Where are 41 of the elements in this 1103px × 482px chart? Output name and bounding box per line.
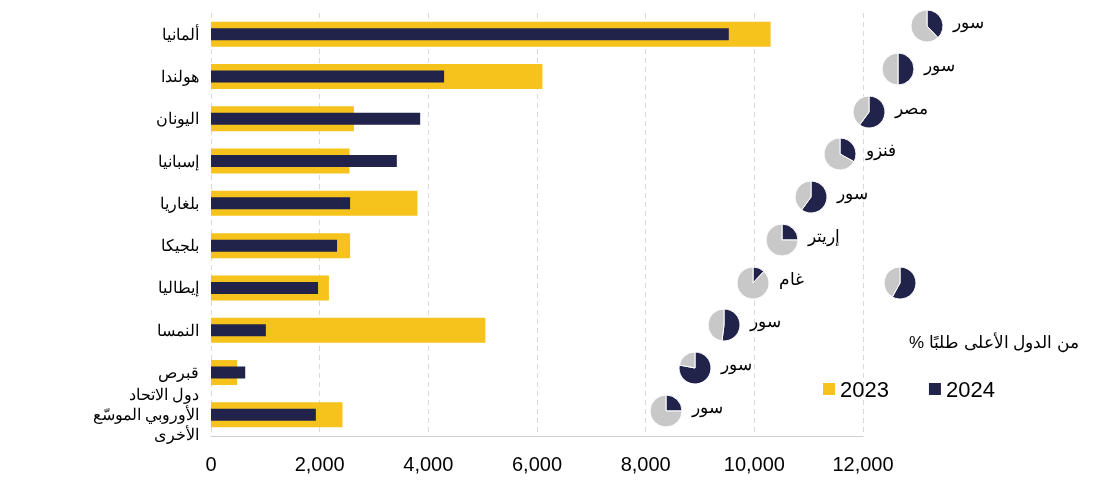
bar — [211, 28, 729, 41]
slice-label: مصر — [894, 98, 928, 119]
slice-label: سور — [691, 397, 723, 418]
y-tick-label: النمسا — [157, 321, 199, 339]
y-tick-label: إسبانيا — [158, 152, 199, 171]
slice-label: سور — [952, 13, 984, 34]
slice-label: سور — [749, 312, 781, 333]
x-tick-label: 8,000 — [620, 453, 671, 475]
slice-label: غام — [779, 269, 804, 290]
y-tick-label: ألمانيا — [162, 23, 199, 43]
x-tick-label: 4,000 — [403, 453, 454, 475]
bar — [211, 366, 246, 379]
x-tick-label: 10,000 — [723, 453, 785, 475]
slice-label: سور — [720, 354, 752, 375]
y-tick-label: دول الاتحاد الأوروبي الموسّع الأخرى — [92, 386, 199, 445]
x-tick-label: 12,000 — [832, 453, 894, 475]
y-tick-label: بلجيكا — [161, 237, 199, 255]
y-tick-label: قبرص — [158, 364, 199, 383]
bar — [211, 155, 397, 168]
y-tick-label: اليونان — [156, 110, 199, 129]
bar — [211, 324, 266, 337]
legend-label: 2024 — [945, 376, 995, 402]
bar — [211, 281, 319, 294]
y-tick-label: هولندا — [161, 67, 199, 86]
bar — [211, 239, 338, 252]
x-tick-label: 0 — [205, 453, 217, 475]
text: % من الدول الأعلى طلبًا — [908, 332, 1080, 353]
bar — [211, 317, 486, 343]
x-tick-label: 6,000 — [511, 453, 563, 475]
slice-label: فنزو — [865, 141, 896, 162]
bar — [211, 197, 351, 210]
legend-label: 2023 — [840, 376, 889, 402]
bar — [211, 408, 316, 421]
bar — [211, 112, 421, 125]
slice-label: سور — [923, 56, 955, 77]
y-tick-label: إيطاليا — [158, 279, 199, 298]
slice-label: سور — [836, 184, 868, 205]
y-tick-label: بلغاريا — [160, 194, 199, 213]
slice-label: إريتر — [807, 226, 840, 247]
bar — [211, 70, 445, 83]
x-tick-label: 2,000 — [294, 453, 345, 475]
